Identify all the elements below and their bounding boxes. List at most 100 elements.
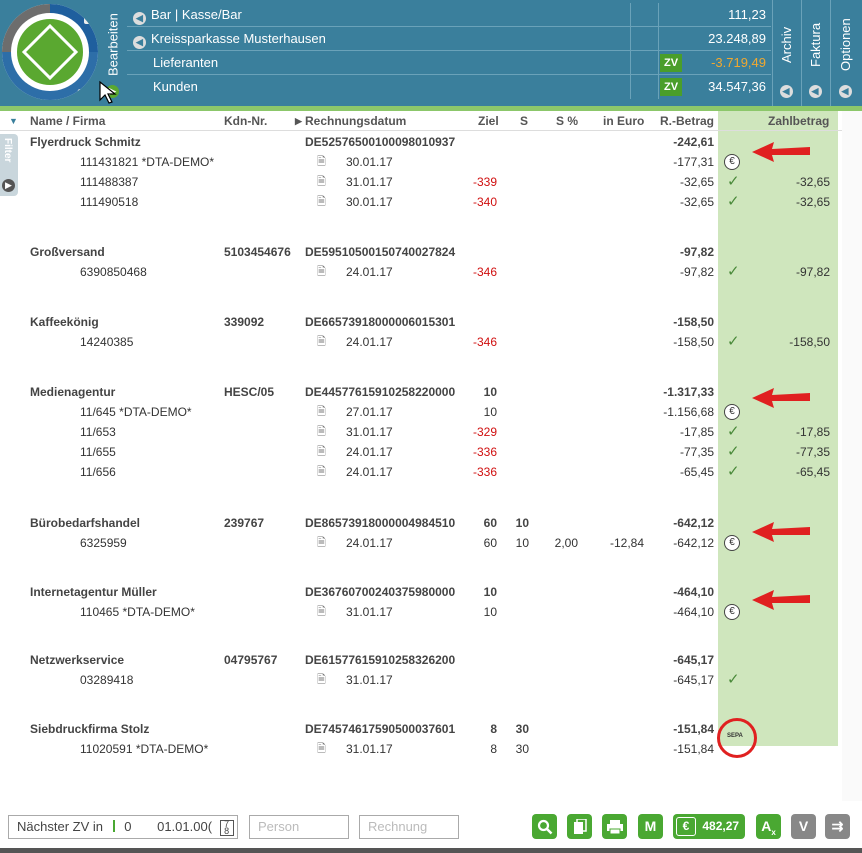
- euro-payment-icon[interactable]: €: [724, 154, 740, 170]
- invoice-amount: -177,31: [673, 155, 714, 169]
- document-icon[interactable]: 🗎: [317, 336, 326, 348]
- euro-payment-icon[interactable]: €: [724, 404, 740, 420]
- check-icon[interactable]: ✓: [727, 173, 740, 190]
- table-row[interactable]: 111490518 🗎 30.01.17 -340 -32,65 ✓ -32,65: [0, 192, 842, 212]
- account-row[interactable]: ◀ Bar | Kasse/Bar 111,23: [127, 3, 771, 27]
- invoice-number: 11/656: [80, 465, 116, 479]
- person-input[interactable]: Person: [249, 815, 349, 839]
- red-arrow-icon: [752, 142, 810, 162]
- app-logo[interactable]: ∞: [2, 4, 98, 100]
- payment-total-button[interactable]: € 482,27: [673, 814, 745, 839]
- table-row[interactable]: 11020591 *DTA-DEMO* 🗎 31.01.17 8 30 -151,84: [0, 739, 842, 759]
- collapse-icon[interactable]: ▼: [9, 116, 18, 126]
- check-icon[interactable]: ✓: [727, 443, 740, 460]
- table-row[interactable]: 111488387 🗎 31.01.17 -339 -32,65 ✓ -32,65: [0, 172, 842, 192]
- group-row[interactable]: Siebdruckfirma Stolz DE745746175905000376…: [0, 719, 842, 739]
- check-icon[interactable]: ✓: [727, 423, 740, 440]
- account-row[interactable]: Kunden ZV 34.547,36: [127, 75, 771, 99]
- document-icon[interactable]: 🗎: [317, 674, 326, 686]
- group-row[interactable]: Bürobedarfshandel 239767 DE865739180000049…: [0, 513, 842, 533]
- col-date[interactable]: Rechnungsdatum: [305, 114, 407, 128]
- table-row[interactable]: 11/656 🗎 24.01.17 -336 -65,45 ✓ -65,45: [0, 462, 842, 482]
- tab-archiv[interactable]: Archiv ◀: [772, 0, 800, 106]
- account-row[interactable]: ◀ Kreissparkasse Musterhausen 23.248,89: [127, 27, 771, 51]
- col-spct[interactable]: S %: [556, 114, 579, 128]
- document-icon[interactable]: 🗎: [317, 426, 326, 438]
- col-betrag[interactable]: R.-Betrag: [660, 114, 715, 128]
- v-button[interactable]: V: [791, 814, 816, 839]
- document-icon[interactable]: 🗎: [317, 466, 326, 478]
- table-row[interactable]: 11/655 🗎 24.01.17 -336 -77,35 ✓ -77,35: [0, 442, 842, 462]
- document-icon[interactable]: 🗎: [317, 606, 326, 618]
- table-row[interactable]: 03289418 🗎 31.01.17 -645,17 ✓: [0, 670, 842, 690]
- scrollbar[interactable]: [842, 111, 862, 801]
- check-icon[interactable]: ✓: [727, 263, 740, 280]
- red-arrow-icon: [752, 522, 810, 542]
- col-zahl[interactable]: Zahlbetrag: [768, 114, 830, 128]
- table-row[interactable]: 11/645 *DTA-DEMO* 🗎 27.01.17 10 -1.156,68 €: [0, 402, 842, 422]
- iban: DE59510500150740027824: [305, 245, 456, 259]
- check-icon[interactable]: ✓: [727, 671, 740, 688]
- search-button[interactable]: [532, 814, 557, 839]
- printer-icon: [606, 820, 623, 835]
- sort-arrow-icon: ▶: [295, 116, 302, 126]
- table-row[interactable]: 14240385 🗎 24.01.17 -346 -158,50 ✓ -158,50: [0, 332, 842, 352]
- zv-badge[interactable]: ZV: [660, 78, 682, 96]
- document-icon[interactable]: 🗎: [317, 176, 326, 188]
- check-icon[interactable]: ✓: [727, 463, 740, 480]
- invoice-date: 27.01.17: [346, 405, 393, 419]
- col-s[interactable]: S: [520, 114, 529, 128]
- tab-archiv-label: Archiv: [779, 26, 794, 64]
- euro-payment-icon[interactable]: €: [724, 604, 740, 620]
- document-icon[interactable]: 🗎: [317, 196, 326, 208]
- col-ziel[interactable]: Ziel: [478, 114, 499, 128]
- invoice-amount: -32,65: [679, 175, 714, 189]
- group-row[interactable]: Medienagentur HESC/05 DE445776159102582200…: [0, 382, 842, 402]
- document-icon[interactable]: 🗎: [317, 156, 326, 168]
- print-button[interactable]: [602, 814, 627, 839]
- export-button[interactable]: ⇉: [825, 814, 850, 839]
- ziel: 8: [490, 722, 497, 736]
- document-icon[interactable]: 🗎: [317, 446, 326, 458]
- header-divider: [0, 106, 862, 111]
- group-row[interactable]: Internetagentur Müller DE3676070024037598…: [0, 582, 842, 602]
- group-row[interactable]: Flyerdruck Schmitz DE52576500100098010937…: [0, 132, 842, 152]
- invoice-table: ▼ Name / Firma Kdn-Nr. ▶ Rechnungsdatum …: [0, 111, 842, 801]
- document-icon[interactable]: 🗎: [317, 743, 326, 755]
- ziel: -340: [472, 195, 497, 209]
- account-row[interactable]: Lieferanten ZV -3.719,49: [127, 51, 771, 75]
- iban: DE86573918000004984510: [305, 516, 456, 530]
- document-icon[interactable]: 🗎: [317, 266, 326, 278]
- zv-badge[interactable]: ZV: [660, 54, 682, 72]
- iban: DE36760700240375980000: [305, 585, 456, 599]
- tab-optionen[interactable]: Optionen ◀: [830, 0, 860, 106]
- copy-button[interactable]: [567, 814, 592, 839]
- rechnung-input[interactable]: Rechnung: [359, 815, 459, 839]
- ziel: 10: [483, 405, 497, 419]
- ax-button[interactable]: Ax: [756, 814, 781, 839]
- document-icon[interactable]: 🗎: [317, 406, 326, 418]
- mail-button[interactable]: M: [638, 814, 663, 839]
- table-row[interactable]: 110465 *DTA-DEMO* 🗎 31.01.17 10 -464,10 €: [0, 602, 842, 622]
- document-icon[interactable]: 🗎: [317, 537, 326, 549]
- table-row[interactable]: 111431821 *DTA-DEMO* 🗎 30.01.17 -177,31 €: [0, 152, 842, 172]
- col-kdn[interactable]: Kdn-Nr.: [224, 114, 268, 128]
- invoice-number: 111490518: [80, 195, 139, 209]
- filter-panel-toggle[interactable]: Filter ▶: [0, 134, 18, 196]
- check-icon[interactable]: ✓: [727, 193, 740, 210]
- group-row[interactable]: Großversand 5103454676 DE59510500150740027…: [0, 242, 842, 262]
- group-row[interactable]: Kaffeekönig 339092 DE66573918000006015301 -…: [0, 312, 842, 332]
- invoice-number: 111488387: [80, 175, 139, 189]
- euro-payment-icon[interactable]: €: [724, 535, 740, 551]
- invoice-date: 31.01.17: [346, 605, 393, 619]
- check-icon[interactable]: ✓: [727, 333, 740, 350]
- table-row[interactable]: 6325959 🗎 24.01.17 60 10 2,00 -12,84 -642,12 €: [0, 533, 842, 553]
- table-row[interactable]: 6390850468 🗎 24.01.17 -346 -97,82 ✓ -97,82: [0, 262, 842, 282]
- col-name[interactable]: Name / Firma: [30, 114, 106, 128]
- table-row[interactable]: 11/653 🗎 31.01.17 -329 -17,85 ✓ -17,85: [0, 422, 842, 442]
- col-euro[interactable]: in Euro: [603, 114, 645, 128]
- group-row[interactable]: Netzwerkservice 04795767 DE615776159102583…: [0, 650, 842, 670]
- tab-faktura[interactable]: Faktura ◀: [801, 0, 829, 106]
